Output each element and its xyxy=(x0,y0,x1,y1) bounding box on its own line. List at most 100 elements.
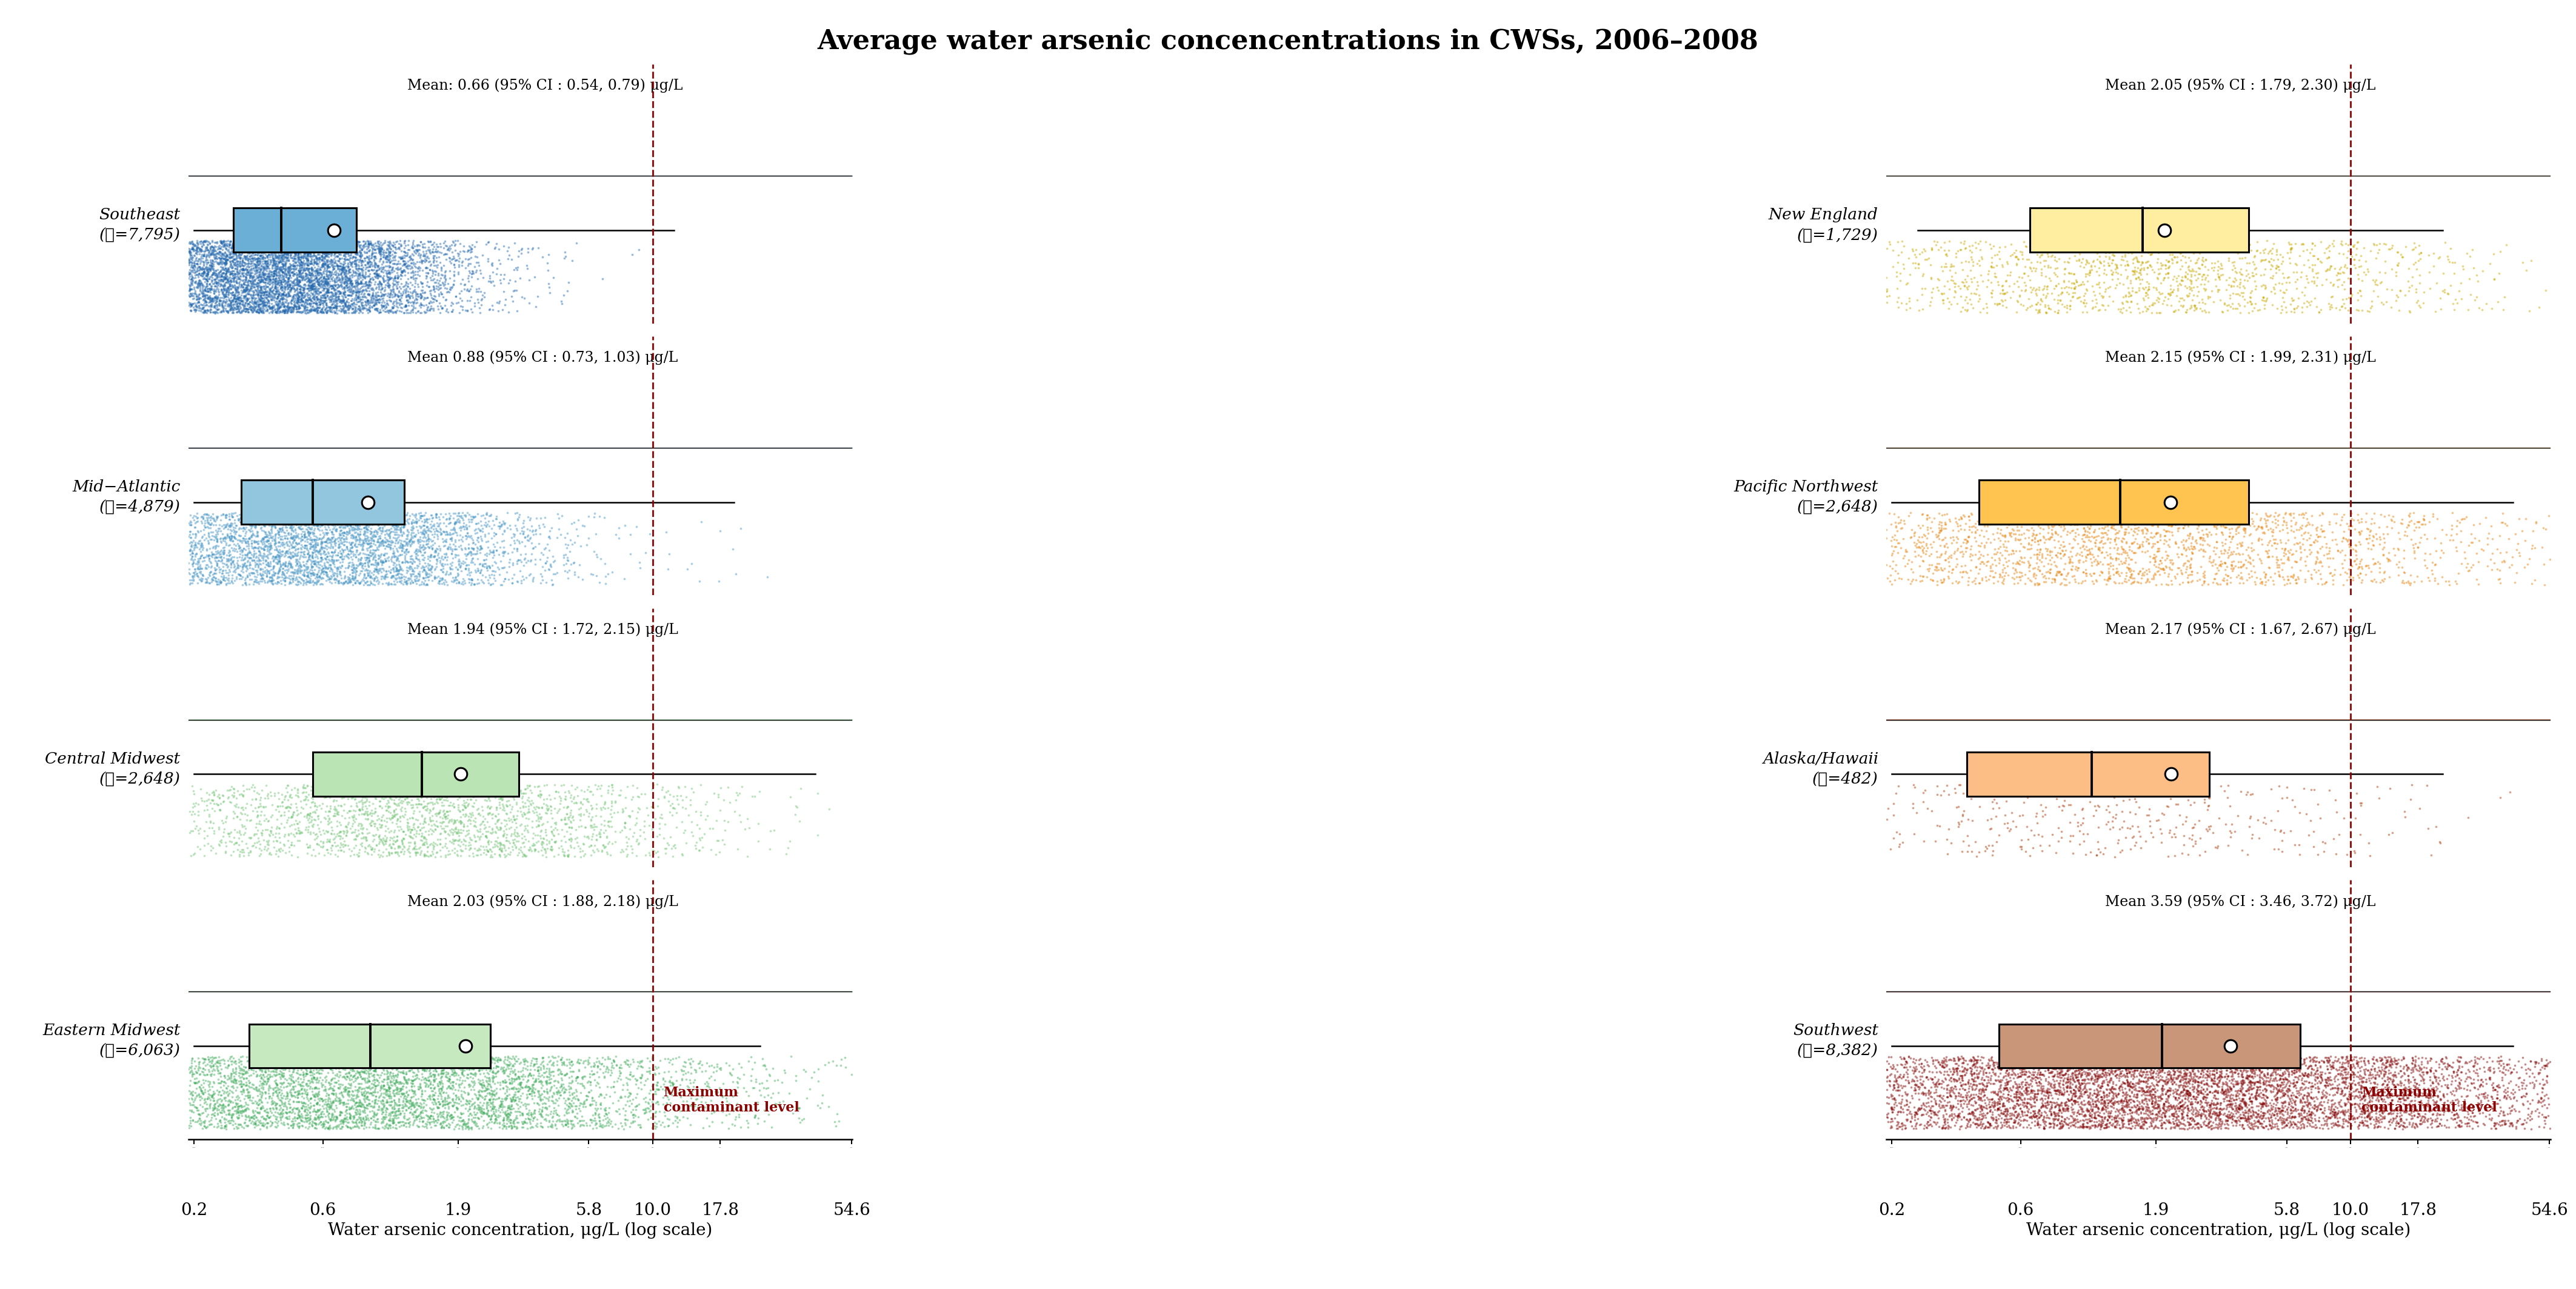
Point xyxy=(222,562,263,583)
Point xyxy=(294,1054,335,1075)
Point xyxy=(526,794,567,815)
Point xyxy=(376,804,417,825)
Point xyxy=(2239,1107,2280,1128)
Point xyxy=(348,526,389,547)
Point xyxy=(404,1070,446,1090)
Point xyxy=(2334,1087,2375,1107)
Point xyxy=(1986,552,2027,572)
Point xyxy=(278,240,319,260)
Point xyxy=(2053,1063,2094,1084)
Point xyxy=(335,1100,376,1120)
Point xyxy=(258,563,299,584)
Point xyxy=(420,1102,461,1123)
Point xyxy=(654,838,696,858)
Point xyxy=(211,1083,252,1103)
Point xyxy=(330,281,371,302)
Point xyxy=(2231,287,2272,308)
Point xyxy=(2442,1062,2483,1083)
Point xyxy=(260,813,301,834)
Point xyxy=(265,302,307,322)
Point xyxy=(296,1048,337,1069)
Point xyxy=(170,527,211,548)
Point xyxy=(286,794,327,815)
Point xyxy=(2213,1103,2254,1124)
Point xyxy=(229,259,270,280)
Point xyxy=(1909,295,1950,316)
Point xyxy=(2391,1115,2432,1136)
Point xyxy=(368,242,410,263)
Point xyxy=(2251,1111,2293,1132)
Point xyxy=(425,235,466,255)
Point xyxy=(2257,514,2298,535)
Point xyxy=(734,1105,775,1125)
Point xyxy=(222,251,263,272)
Point xyxy=(2254,1116,2295,1137)
Point xyxy=(289,514,330,535)
Point xyxy=(2032,1069,2074,1089)
Point xyxy=(270,807,312,828)
Point xyxy=(487,824,528,844)
Point xyxy=(392,267,433,287)
Point xyxy=(240,1075,281,1096)
Point xyxy=(299,566,340,586)
Point xyxy=(2336,264,2378,285)
Point xyxy=(299,254,340,275)
Point xyxy=(2398,1110,2439,1130)
Point xyxy=(2228,253,2269,273)
Point xyxy=(580,798,621,819)
Point xyxy=(2053,1071,2094,1092)
Point xyxy=(353,235,394,255)
Point xyxy=(2367,1067,2409,1088)
Point xyxy=(1893,1048,1935,1069)
Point xyxy=(376,527,417,548)
Point xyxy=(2213,1076,2254,1097)
Point xyxy=(2097,1048,2138,1069)
Point xyxy=(2275,1075,2316,1096)
Point xyxy=(2125,517,2166,538)
Point xyxy=(2326,1078,2367,1098)
Point xyxy=(183,519,224,540)
Point xyxy=(291,293,332,313)
Point xyxy=(2061,1058,2102,1079)
Point xyxy=(2038,300,2079,321)
Point xyxy=(294,1056,335,1076)
Point xyxy=(482,1057,523,1078)
Point xyxy=(361,240,402,260)
Point xyxy=(2154,1097,2195,1118)
Point xyxy=(2213,510,2254,531)
Point xyxy=(2213,1062,2254,1083)
Point xyxy=(2342,1047,2383,1067)
Point xyxy=(386,817,428,838)
Point xyxy=(2161,1103,2202,1124)
Point xyxy=(605,798,647,819)
Point xyxy=(1942,1061,1984,1081)
Point xyxy=(2071,251,2112,272)
Point xyxy=(2308,1052,2349,1072)
Point xyxy=(245,509,286,530)
Point xyxy=(2282,1106,2324,1127)
Point xyxy=(533,1084,574,1105)
Point xyxy=(422,522,464,543)
Point xyxy=(2071,1115,2112,1136)
Point xyxy=(392,559,433,580)
Point xyxy=(2030,1094,2071,1115)
Point xyxy=(317,275,358,295)
Point xyxy=(474,514,515,535)
Point xyxy=(224,295,265,316)
Point xyxy=(2298,574,2339,594)
Point xyxy=(605,1110,647,1130)
Point xyxy=(420,282,461,303)
Point xyxy=(2370,1111,2411,1132)
Point xyxy=(265,272,307,293)
Point xyxy=(2213,1066,2254,1087)
Point xyxy=(410,803,451,824)
Point xyxy=(2388,507,2429,527)
Point xyxy=(2061,1100,2102,1120)
Point xyxy=(191,295,232,316)
Point xyxy=(325,232,366,253)
Point xyxy=(397,844,438,865)
Point xyxy=(2179,534,2221,554)
Point xyxy=(440,1063,482,1084)
Point xyxy=(2089,276,2130,296)
Point xyxy=(562,1067,603,1088)
